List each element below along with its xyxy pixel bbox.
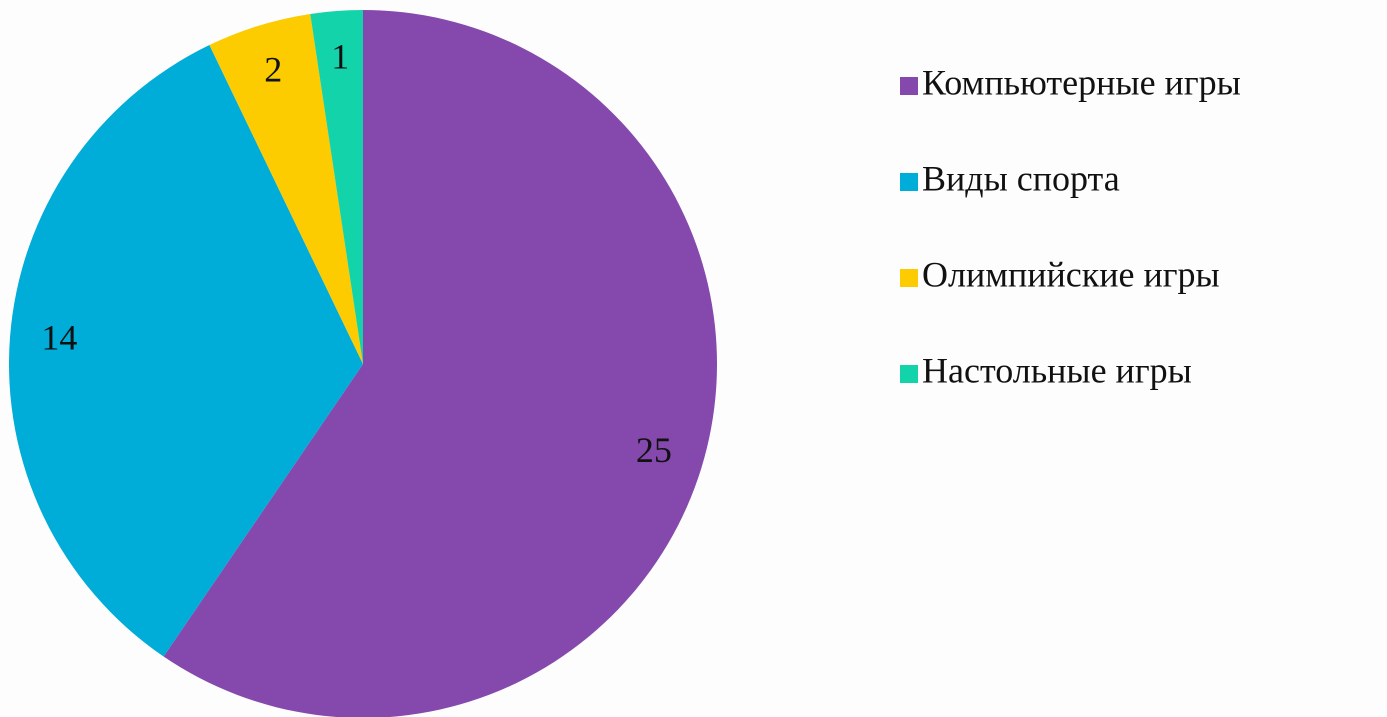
legend-label: Олимпийские игры	[922, 254, 1220, 294]
legend-label: Компьютерные игры	[922, 62, 1241, 102]
legend-label: Виды спорта	[922, 158, 1120, 198]
pie-slice	[310, 10, 363, 364]
data-label: 25	[636, 430, 672, 470]
pie-slice	[163, 10, 717, 717]
legend-swatch	[900, 173, 918, 191]
legend-swatch	[900, 77, 918, 95]
pie-slice	[8, 45, 363, 657]
data-label: 1	[331, 37, 349, 77]
legend-swatch	[900, 269, 918, 287]
pie-slice	[209, 13, 363, 364]
legend-swatch	[900, 365, 918, 383]
data-label: 14	[41, 318, 77, 358]
data-label: 2	[264, 49, 282, 89]
legend-label: Настольные игры	[922, 350, 1192, 390]
